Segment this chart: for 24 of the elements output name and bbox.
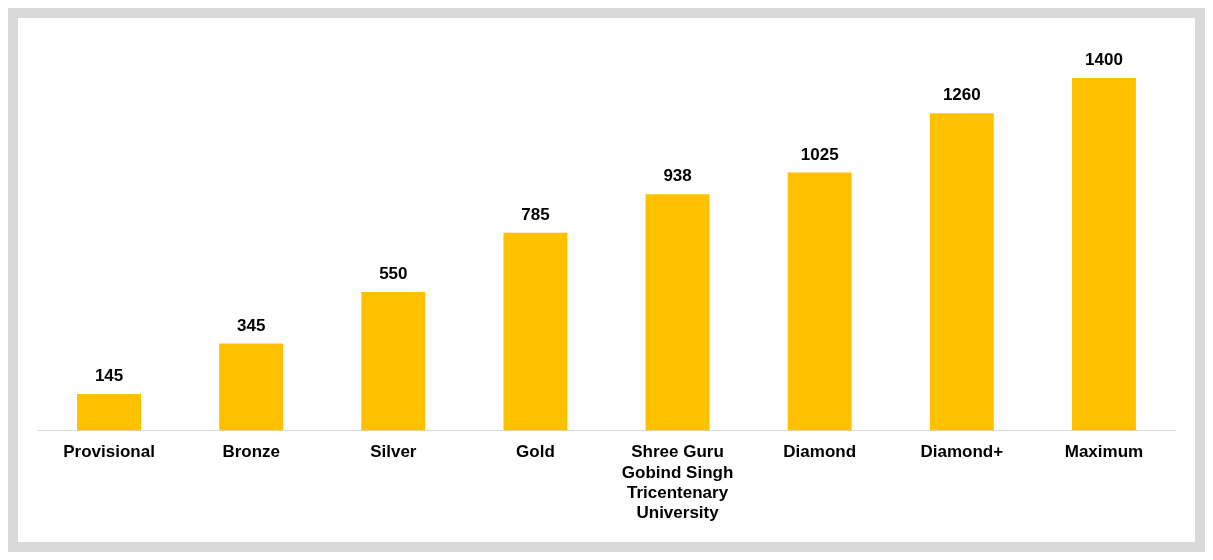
x-tick-label: Provisional: [63, 442, 155, 462]
data-label: 145: [94, 366, 124, 386]
bar: [1071, 78, 1136, 431]
x-tick-label: Bronze: [222, 442, 280, 462]
x-tick-label: Diamond: [783, 442, 857, 462]
bar: [787, 172, 852, 431]
bar: [361, 291, 426, 431]
data-label: 1260: [942, 85, 981, 105]
bar: [645, 194, 710, 431]
data-label: 1400: [1085, 50, 1123, 70]
data-label: 938: [663, 166, 692, 186]
bar: [929, 113, 994, 431]
data-label: 785: [521, 204, 550, 224]
bar: [77, 393, 142, 431]
x-tick-label: Shree Guru Gobind Singh Tricentenary University: [621, 442, 734, 523]
x-tick-label: Maximum: [1064, 442, 1144, 462]
data-label: 550: [379, 264, 408, 284]
bar: [503, 232, 568, 431]
data-label: 1025: [800, 144, 839, 164]
x-tick-label: Silver: [370, 442, 417, 462]
data-label: 345: [237, 315, 266, 335]
bar: [219, 343, 284, 431]
x-tick-label: Diamond+: [920, 442, 1004, 462]
x-tick-label: Gold: [516, 442, 555, 462]
